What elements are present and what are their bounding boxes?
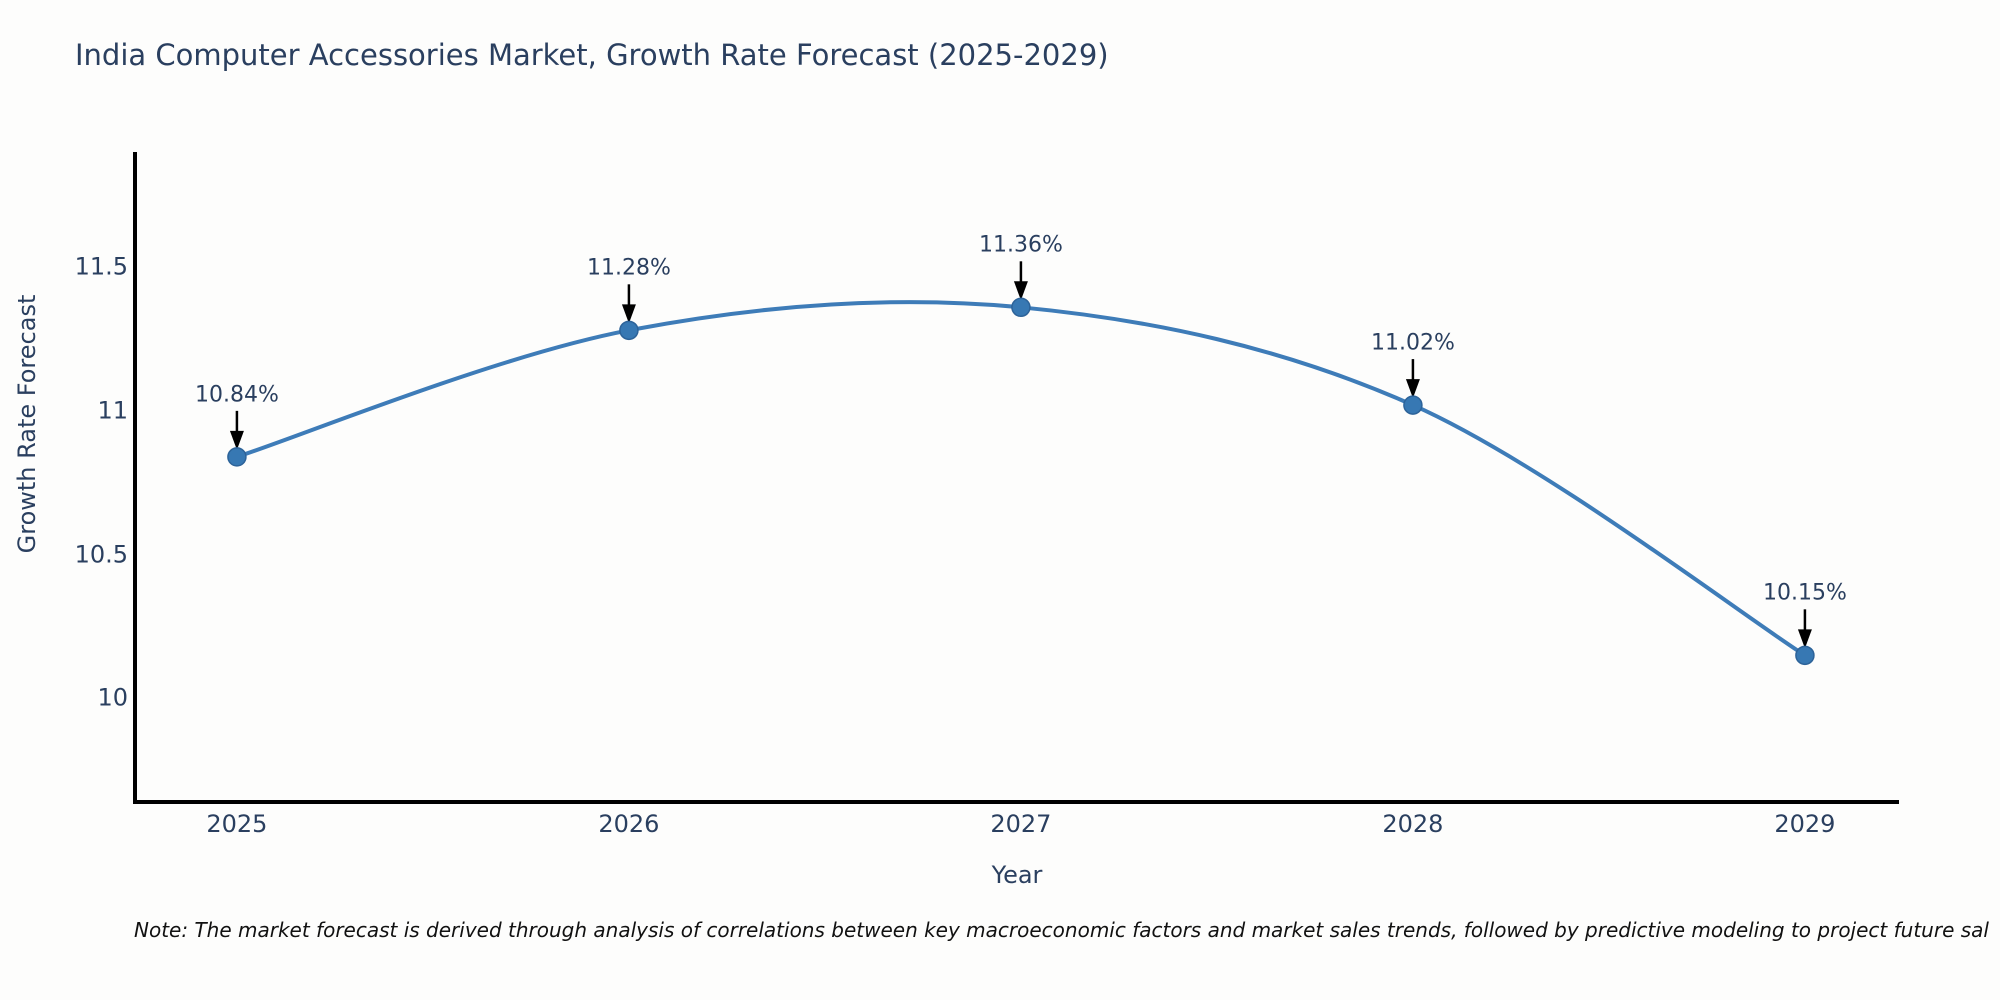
x-tick-label: 2026 (598, 810, 660, 838)
y-tick-label: 11 (97, 396, 128, 425)
x-tick-label: 2027 (990, 810, 1052, 838)
annotation-arrowhead (229, 430, 244, 450)
footnote: Note: The market forecast is derived thr… (134, 918, 1989, 942)
x-tick-label: 2025 (206, 810, 268, 838)
y-tick-label: 10 (97, 683, 128, 712)
data-point-2028 (1403, 395, 1423, 415)
data-point-2026 (619, 320, 639, 341)
point-value-label: 11.28% (586, 255, 671, 281)
data-point-2025 (227, 447, 247, 467)
point-value-label: 11.02% (1370, 330, 1455, 356)
annotation-arrowhead (1013, 281, 1028, 301)
point-value-label: 11.36% (978, 232, 1063, 258)
chart-title: India Computer Accessories Market, Growt… (75, 38, 1109, 72)
x-axis-title: Year (991, 861, 1043, 889)
y-tick-label: 10.5 (74, 540, 128, 569)
data-point-2027 (1011, 297, 1031, 318)
annotation-arrowhead (1405, 379, 1420, 399)
y-tick-label: 11.5 (74, 252, 128, 281)
annotation-arrowhead (621, 304, 636, 324)
point-value-label: 10.84% (194, 382, 279, 408)
x-tick-label: 2029 (1774, 810, 1836, 838)
point-value-label: 10.15% (1762, 580, 1847, 606)
data-point-2029 (1795, 645, 1815, 666)
annotation-arrowhead (1797, 629, 1812, 649)
x-tick-label: 2028 (1382, 810, 1444, 838)
forecast-line (234, 300, 1807, 658)
